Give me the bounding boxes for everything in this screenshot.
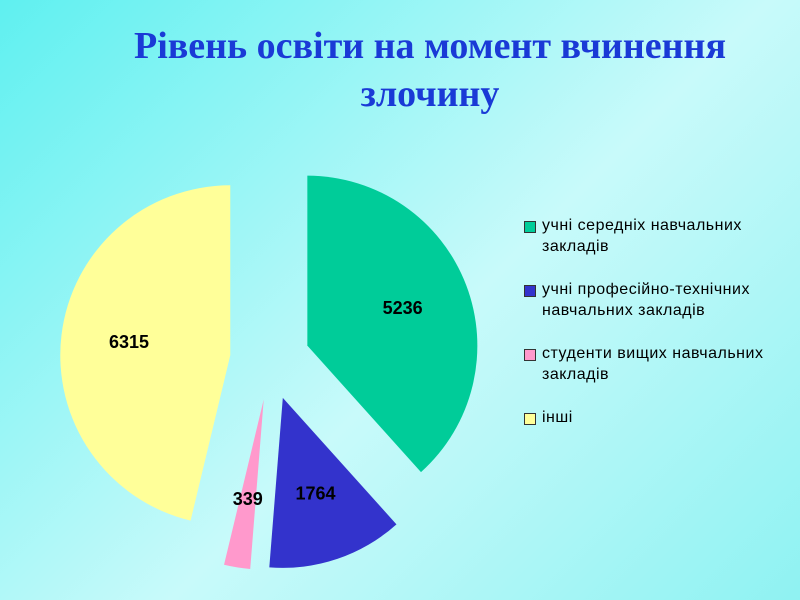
legend-item: учні середніх навчальних закладів xyxy=(524,215,784,279)
data-label: 1764 xyxy=(295,483,335,503)
data-label: 339 xyxy=(233,489,263,509)
chart-title: Рівень освіти на момент вчинення злочину xyxy=(133,25,727,115)
legend-item: учні професійно-технічних навчальних зак… xyxy=(524,279,784,343)
legend-label: студенти вищих навчальних закладів xyxy=(542,345,764,383)
legend-swatch xyxy=(524,413,536,425)
data-label: 6315 xyxy=(109,332,149,352)
data-label: 5236 xyxy=(383,298,423,318)
legend-label: учні професійно-технічних навчальних зак… xyxy=(542,281,750,319)
legend-swatch xyxy=(524,349,536,361)
pie-slice xyxy=(307,175,478,473)
legend-swatch xyxy=(524,221,536,233)
legend-label: учні середніх навчальних закладів xyxy=(542,217,742,255)
pie-slice xyxy=(60,185,231,521)
legend-swatch xyxy=(524,285,536,297)
legend-label: інші xyxy=(542,409,573,426)
pie-slice xyxy=(224,399,264,569)
legend-item: інші xyxy=(524,407,784,471)
legend: учні середніх навчальних закладів учні пр… xyxy=(524,215,784,471)
legend-item: студенти вищих навчальних закладів xyxy=(524,343,784,407)
pie-slice xyxy=(269,397,397,568)
